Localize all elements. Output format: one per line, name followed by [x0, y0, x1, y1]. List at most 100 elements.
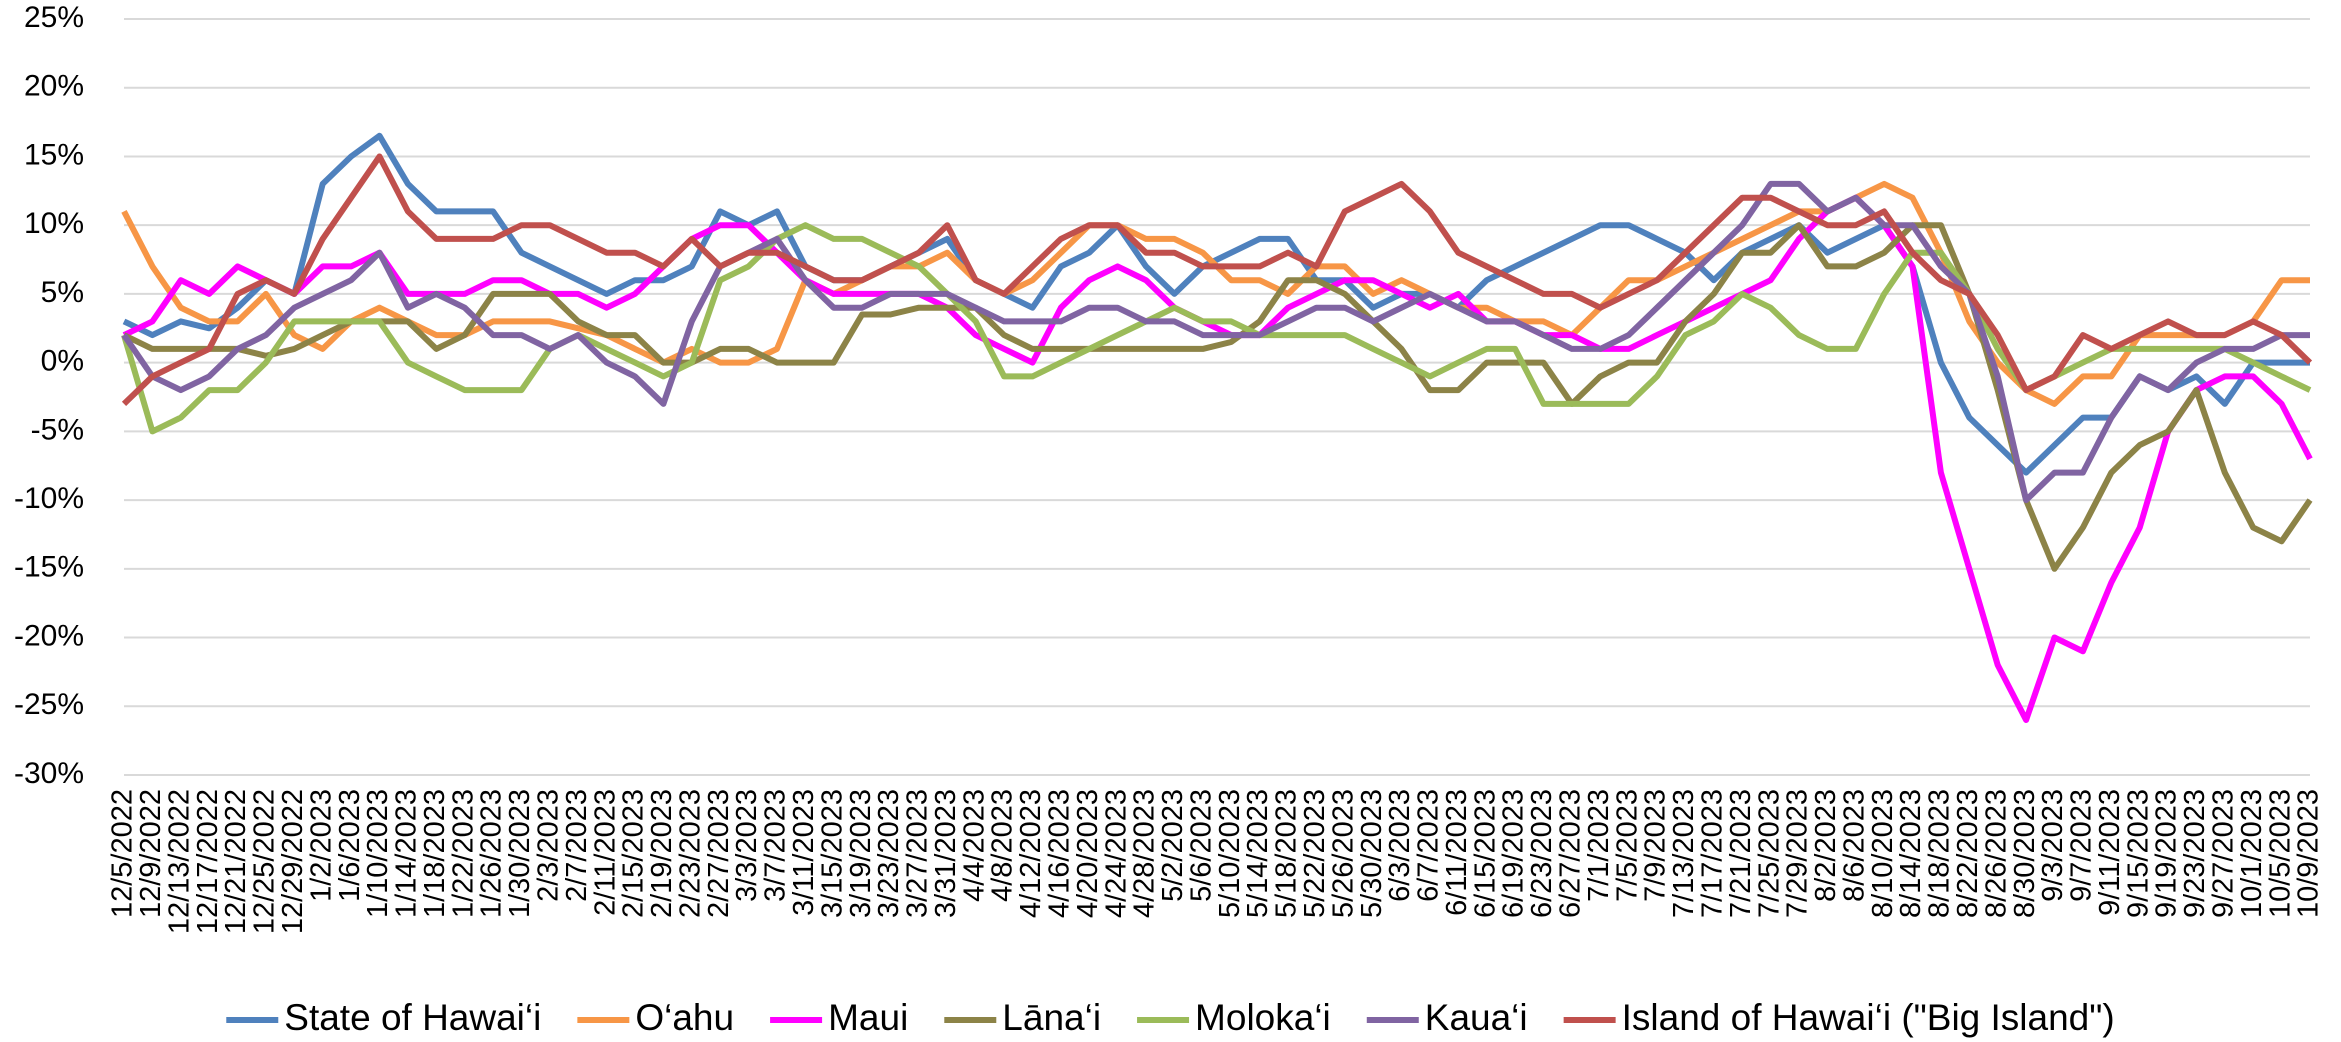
- x-tick-label: 5/2/2023: [1157, 789, 1189, 902]
- x-tick-label: 9/19/2023: [2151, 789, 2183, 918]
- legend-label: Kaua‘i: [1425, 997, 1528, 1038]
- y-tick-label: -5%: [31, 413, 84, 446]
- x-tick-label: 8/2/2023: [1810, 789, 1842, 902]
- series-line: [121, 222, 2312, 435]
- legend-label: Island of Hawai‘i ("Big Island"): [1622, 997, 2115, 1038]
- y-tick-label: 10%: [24, 207, 84, 240]
- x-tick-label: 4/16/2023: [1044, 789, 1076, 918]
- legend-label: Maui: [828, 997, 908, 1038]
- x-tick-label: 1/18/2023: [419, 789, 451, 918]
- x-tick-label: 5/22/2023: [1299, 789, 1331, 918]
- x-tick-label: 6/27/2023: [1555, 789, 1587, 918]
- x-tick-label: 5/18/2023: [1271, 789, 1303, 918]
- x-tick-label: 2/23/2023: [674, 789, 706, 918]
- x-tick-label: 9/11/2023: [2094, 789, 2126, 916]
- legend: State of Hawai‘i O‘ahu Maui Lāna‘i Moloka‘i K…: [226, 997, 2115, 1038]
- x-tick-label: 4/20/2023: [1072, 789, 1104, 918]
- x-tick-label: 5/10/2023: [1214, 789, 1246, 918]
- series-line: [122, 132, 2310, 476]
- x-tick-label: 2/11/2023: [589, 789, 621, 916]
- x-tick-label: 3/31/2023: [930, 789, 962, 918]
- series-line: [121, 180, 2310, 504]
- x-tick-label: 2/7/2023: [561, 789, 593, 902]
- y-tick-label: 0%: [41, 345, 84, 378]
- y-tick-label: 15%: [24, 138, 84, 171]
- x-tick-label: 3/27/2023: [902, 789, 934, 918]
- x-tick-label: 6/11/2023: [1441, 789, 1473, 916]
- x-tick-label: 4/24/2023: [1100, 789, 1132, 918]
- x-tick-label: 5/26/2023: [1327, 789, 1359, 918]
- x-tick-label: 8/10/2023: [1867, 789, 1899, 918]
- x-tick-label: 12/13/2022: [163, 789, 195, 934]
- x-tick-label: 8/14/2023: [1895, 789, 1927, 918]
- x-tick-label: 7/9/2023: [1640, 789, 1672, 902]
- x-tick-label: 9/7/2023: [2066, 789, 2098, 902]
- x-tick-label: 1/22/2023: [447, 789, 479, 918]
- x-tick-label: 9/15/2023: [2122, 789, 2154, 918]
- y-tick-label: -30%: [14, 757, 84, 790]
- x-tick-label: 4/28/2023: [1129, 789, 1161, 918]
- y-tick-label: 20%: [24, 70, 84, 103]
- x-tick-label: 1/26/2023: [476, 789, 508, 918]
- legend-label: Lāna‘i: [1002, 997, 1101, 1038]
- y-tick-label: -20%: [14, 619, 84, 652]
- x-tick-label: 2/15/2023: [618, 789, 650, 918]
- legend-label: O‘ahu: [635, 997, 734, 1038]
- x-tick-label: 10/1/2023: [2236, 789, 2268, 918]
- x-tick-label: 2/19/2023: [646, 789, 678, 918]
- x-tick-label: 12/17/2022: [192, 789, 224, 934]
- x-tick-label: 9/3/2023: [2037, 789, 2069, 902]
- x-tick-label: 7/17/2023: [1696, 789, 1728, 918]
- y-tick-label: -10%: [14, 482, 84, 515]
- x-tick-label: 3/3/2023: [731, 789, 763, 902]
- legend-label: State of Hawai‘i: [284, 997, 541, 1038]
- x-tick-label: 12/9/2022: [135, 789, 167, 918]
- x-tick-label: 8/18/2023: [1924, 789, 1956, 918]
- series-line: [122, 194, 2313, 723]
- x-tick-label: 1/30/2023: [504, 789, 536, 918]
- x-tick-label: 8/6/2023: [1838, 789, 1870, 902]
- x-tick-label: 5/14/2023: [1242, 789, 1274, 918]
- y-tick-label: -25%: [14, 688, 84, 721]
- x-tick-label: 1/2/2023: [305, 789, 337, 902]
- x-tick-label: 1/10/2023: [362, 789, 394, 918]
- y-tick-label: -15%: [14, 551, 84, 584]
- x-tick-label: 6/7/2023: [1413, 789, 1445, 902]
- x-tick-label: 6/19/2023: [1498, 789, 1530, 918]
- x-tick-label: 5/6/2023: [1185, 789, 1217, 902]
- x-tick-label: 2/27/2023: [703, 789, 735, 918]
- x-tick-label: 4/12/2023: [1015, 789, 1047, 918]
- x-tick-label: 6/3/2023: [1384, 789, 1416, 902]
- x-tick-label: 9/23/2023: [2179, 789, 2211, 918]
- x-tick-label: 7/1/2023: [1583, 789, 1615, 902]
- x-tick-label: 6/23/2023: [1526, 789, 1558, 918]
- x-tick-label: 1/14/2023: [391, 789, 423, 918]
- legend-label: Moloka‘i: [1195, 997, 1331, 1038]
- x-tick-label: 7/29/2023: [1782, 789, 1814, 918]
- x-tick-label: 9/27/2023: [2207, 789, 2239, 918]
- x-tick-label: 10/5/2023: [2264, 789, 2296, 918]
- x-tick-label: 8/26/2023: [1980, 789, 2012, 918]
- y-tick-label: 5%: [41, 276, 84, 309]
- x-tick-label: 12/29/2022: [277, 789, 309, 934]
- x-tick-label: 5/30/2023: [1356, 789, 1388, 918]
- y-tick-label: 25%: [24, 1, 84, 34]
- x-tick-label: 12/25/2022: [249, 789, 281, 934]
- x-tick-label: 3/19/2023: [845, 789, 877, 918]
- x-tick-label: 8/30/2023: [2009, 789, 2041, 918]
- x-tick-label: 4/8/2023: [987, 789, 1019, 902]
- x-tick-label: 10/9/2023: [2293, 789, 2325, 918]
- x-tick-label: 4/4/2023: [958, 789, 990, 902]
- x-tick-label: 7/25/2023: [1753, 789, 1785, 918]
- x-tick-label: 3/7/2023: [760, 789, 792, 902]
- x-tick-label: 7/21/2023: [1725, 789, 1757, 918]
- x-tick-label: 3/15/2023: [816, 789, 848, 918]
- x-tick-label: 6/15/2023: [1469, 789, 1501, 918]
- x-tick-label: 7/13/2023: [1668, 789, 1700, 918]
- x-tick-label: 1/6/2023: [334, 789, 366, 902]
- x-tick-label: 3/11/2023: [788, 789, 820, 916]
- x-tick-label: 12/5/2022: [107, 789, 139, 918]
- series-line: [122, 222, 2313, 572]
- x-tick-label: 7/5/2023: [1611, 789, 1643, 902]
